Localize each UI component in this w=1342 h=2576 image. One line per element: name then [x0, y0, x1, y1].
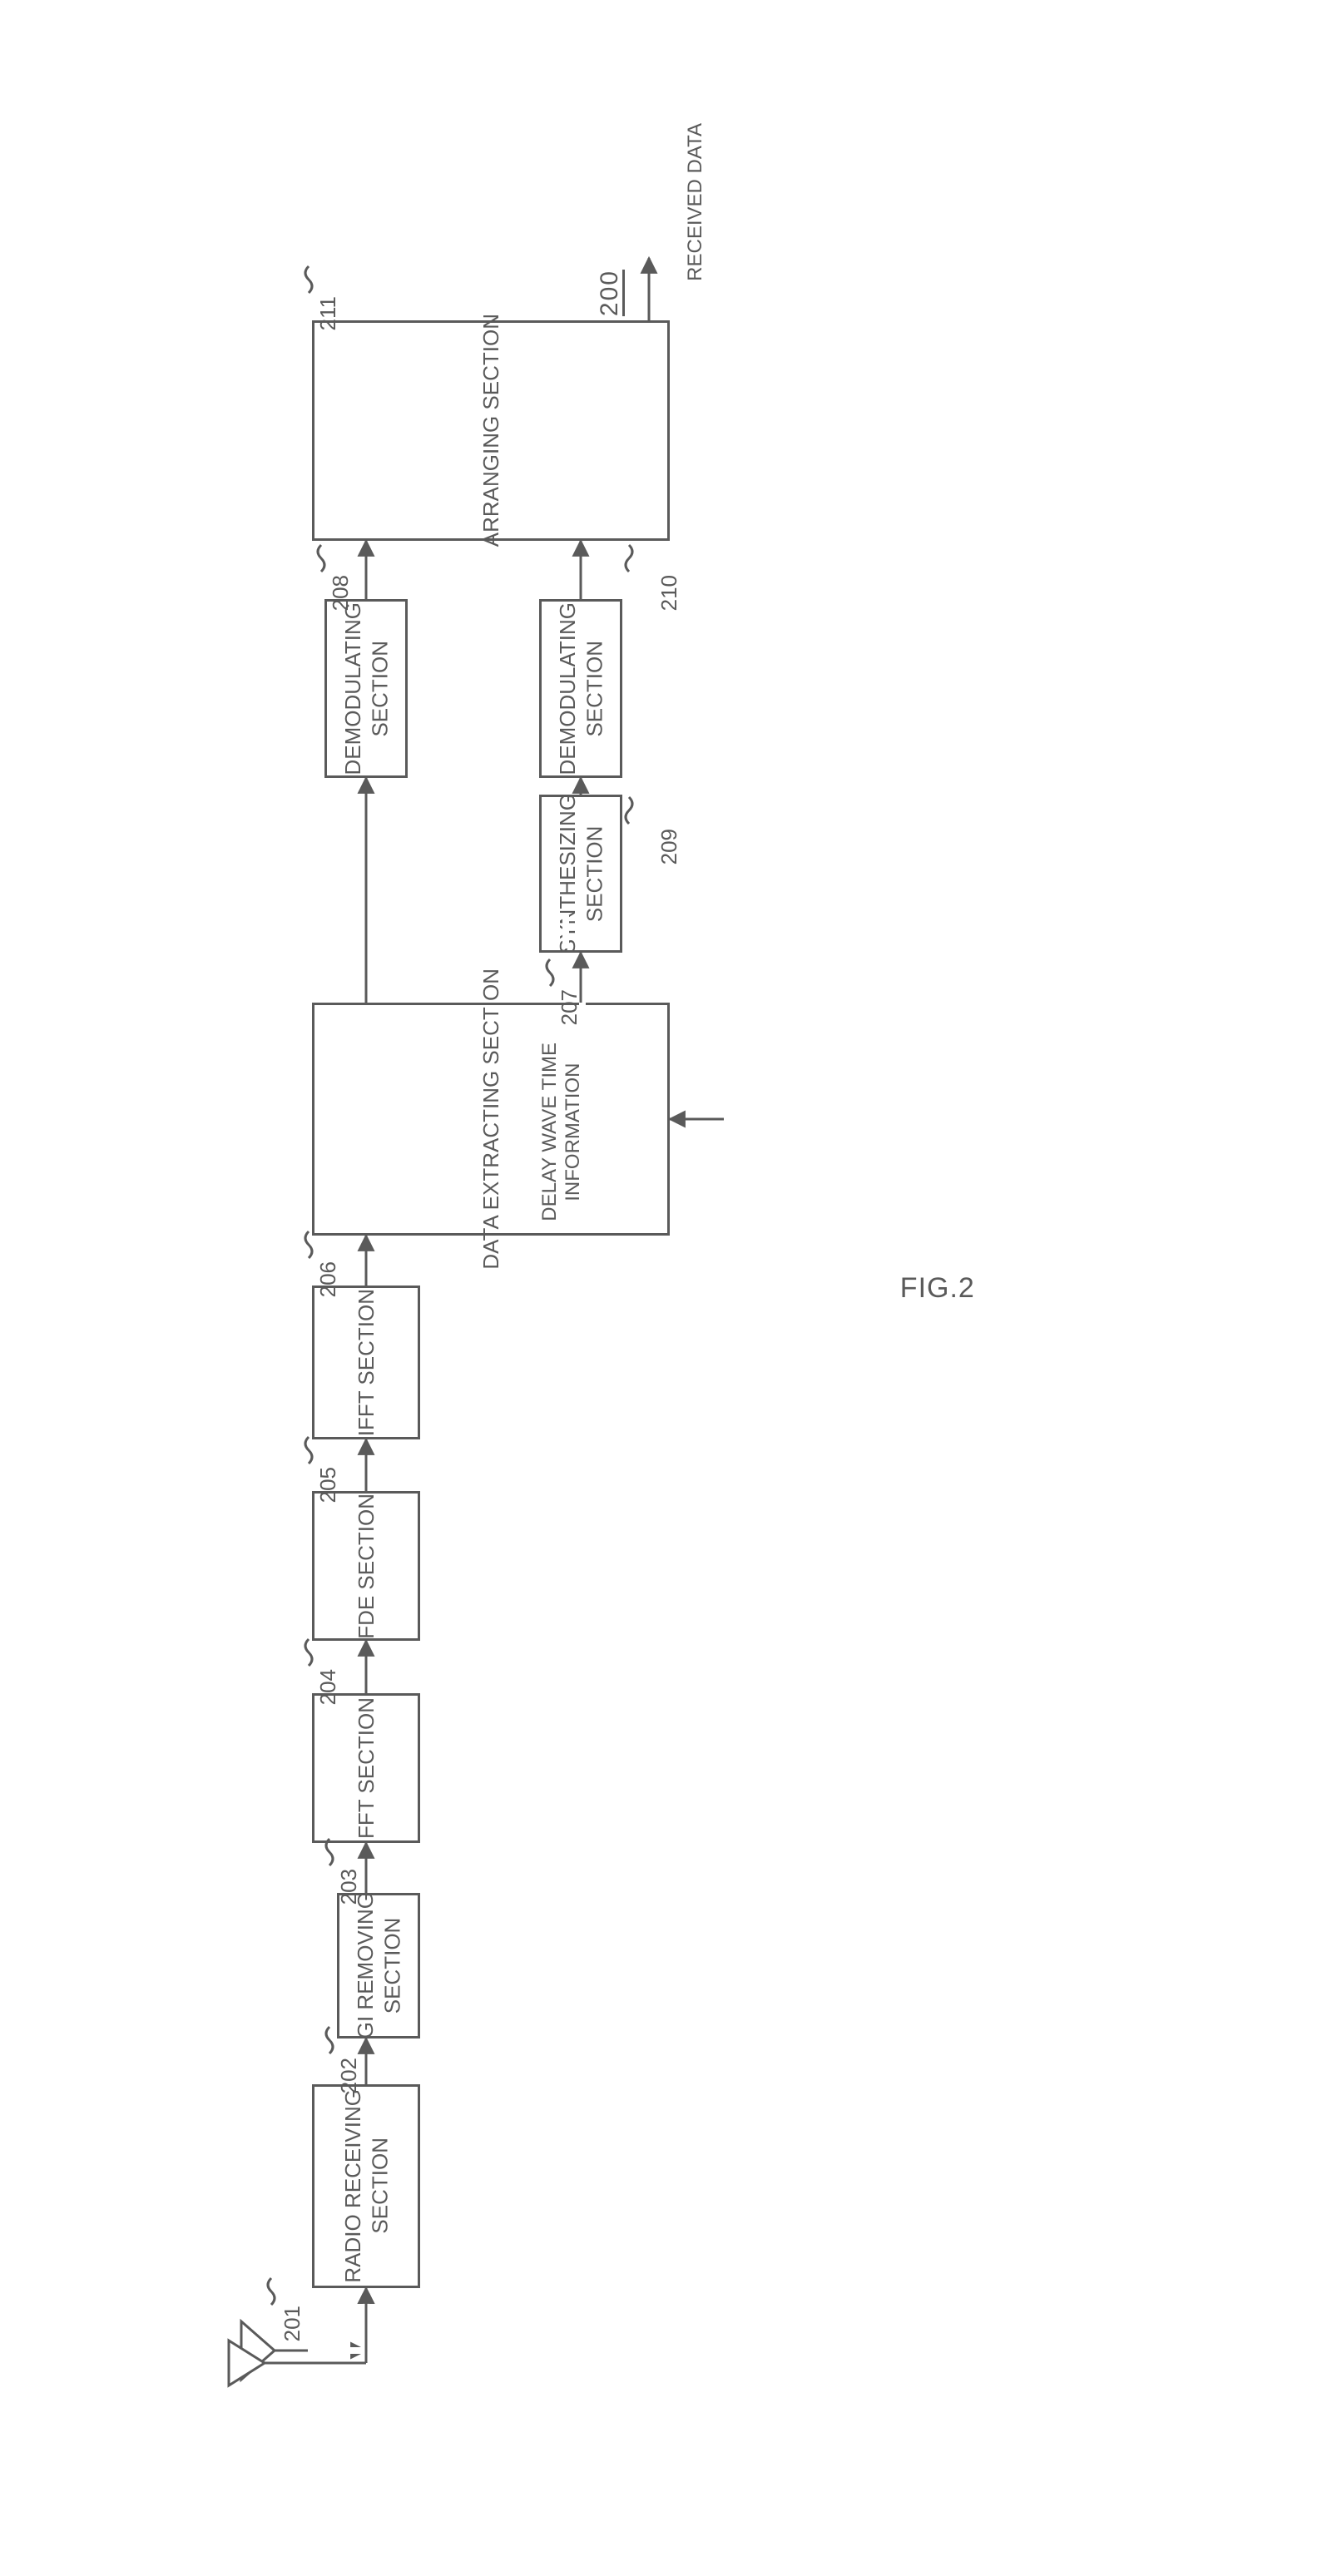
block-arranging: ARRANGING SECTION: [312, 320, 670, 541]
diagram-stage: 200 201 RADIO RECEIVING SECTION 202 GI R…: [0, 0, 1342, 2576]
ref-201: 201: [255, 2280, 305, 2373]
ref-208: 208: [304, 549, 354, 642]
ref-209: 209: [632, 803, 682, 896]
ref-203: 203: [312, 1843, 362, 1936]
ref-211: 211: [291, 270, 341, 362]
received-data-label: RECEIVED DATA: [661, 100, 707, 310]
figure-id-text: 200: [596, 270, 624, 316]
ref-204: 204: [291, 1643, 341, 1736]
ref-202: 202: [312, 2032, 362, 2125]
delay-wave-label: DELAY WAVE TIME INFORMATION: [516, 1019, 585, 1251]
block-demodulating-lower: DEMODULATING SECTION: [539, 599, 622, 778]
connections-overlay: [0, 0, 1342, 2576]
ref-210: 210: [632, 549, 682, 642]
block-data-extracting: DATA EXTRACTING SECTION: [312, 1003, 670, 1236]
figure-caption: FIG.2: [865, 1240, 975, 1337]
block-synthesizing: SYNTHESIZING SECTION: [539, 795, 622, 953]
ref-206: 206: [291, 1236, 341, 1329]
ref-205: 205: [291, 1441, 341, 1534]
